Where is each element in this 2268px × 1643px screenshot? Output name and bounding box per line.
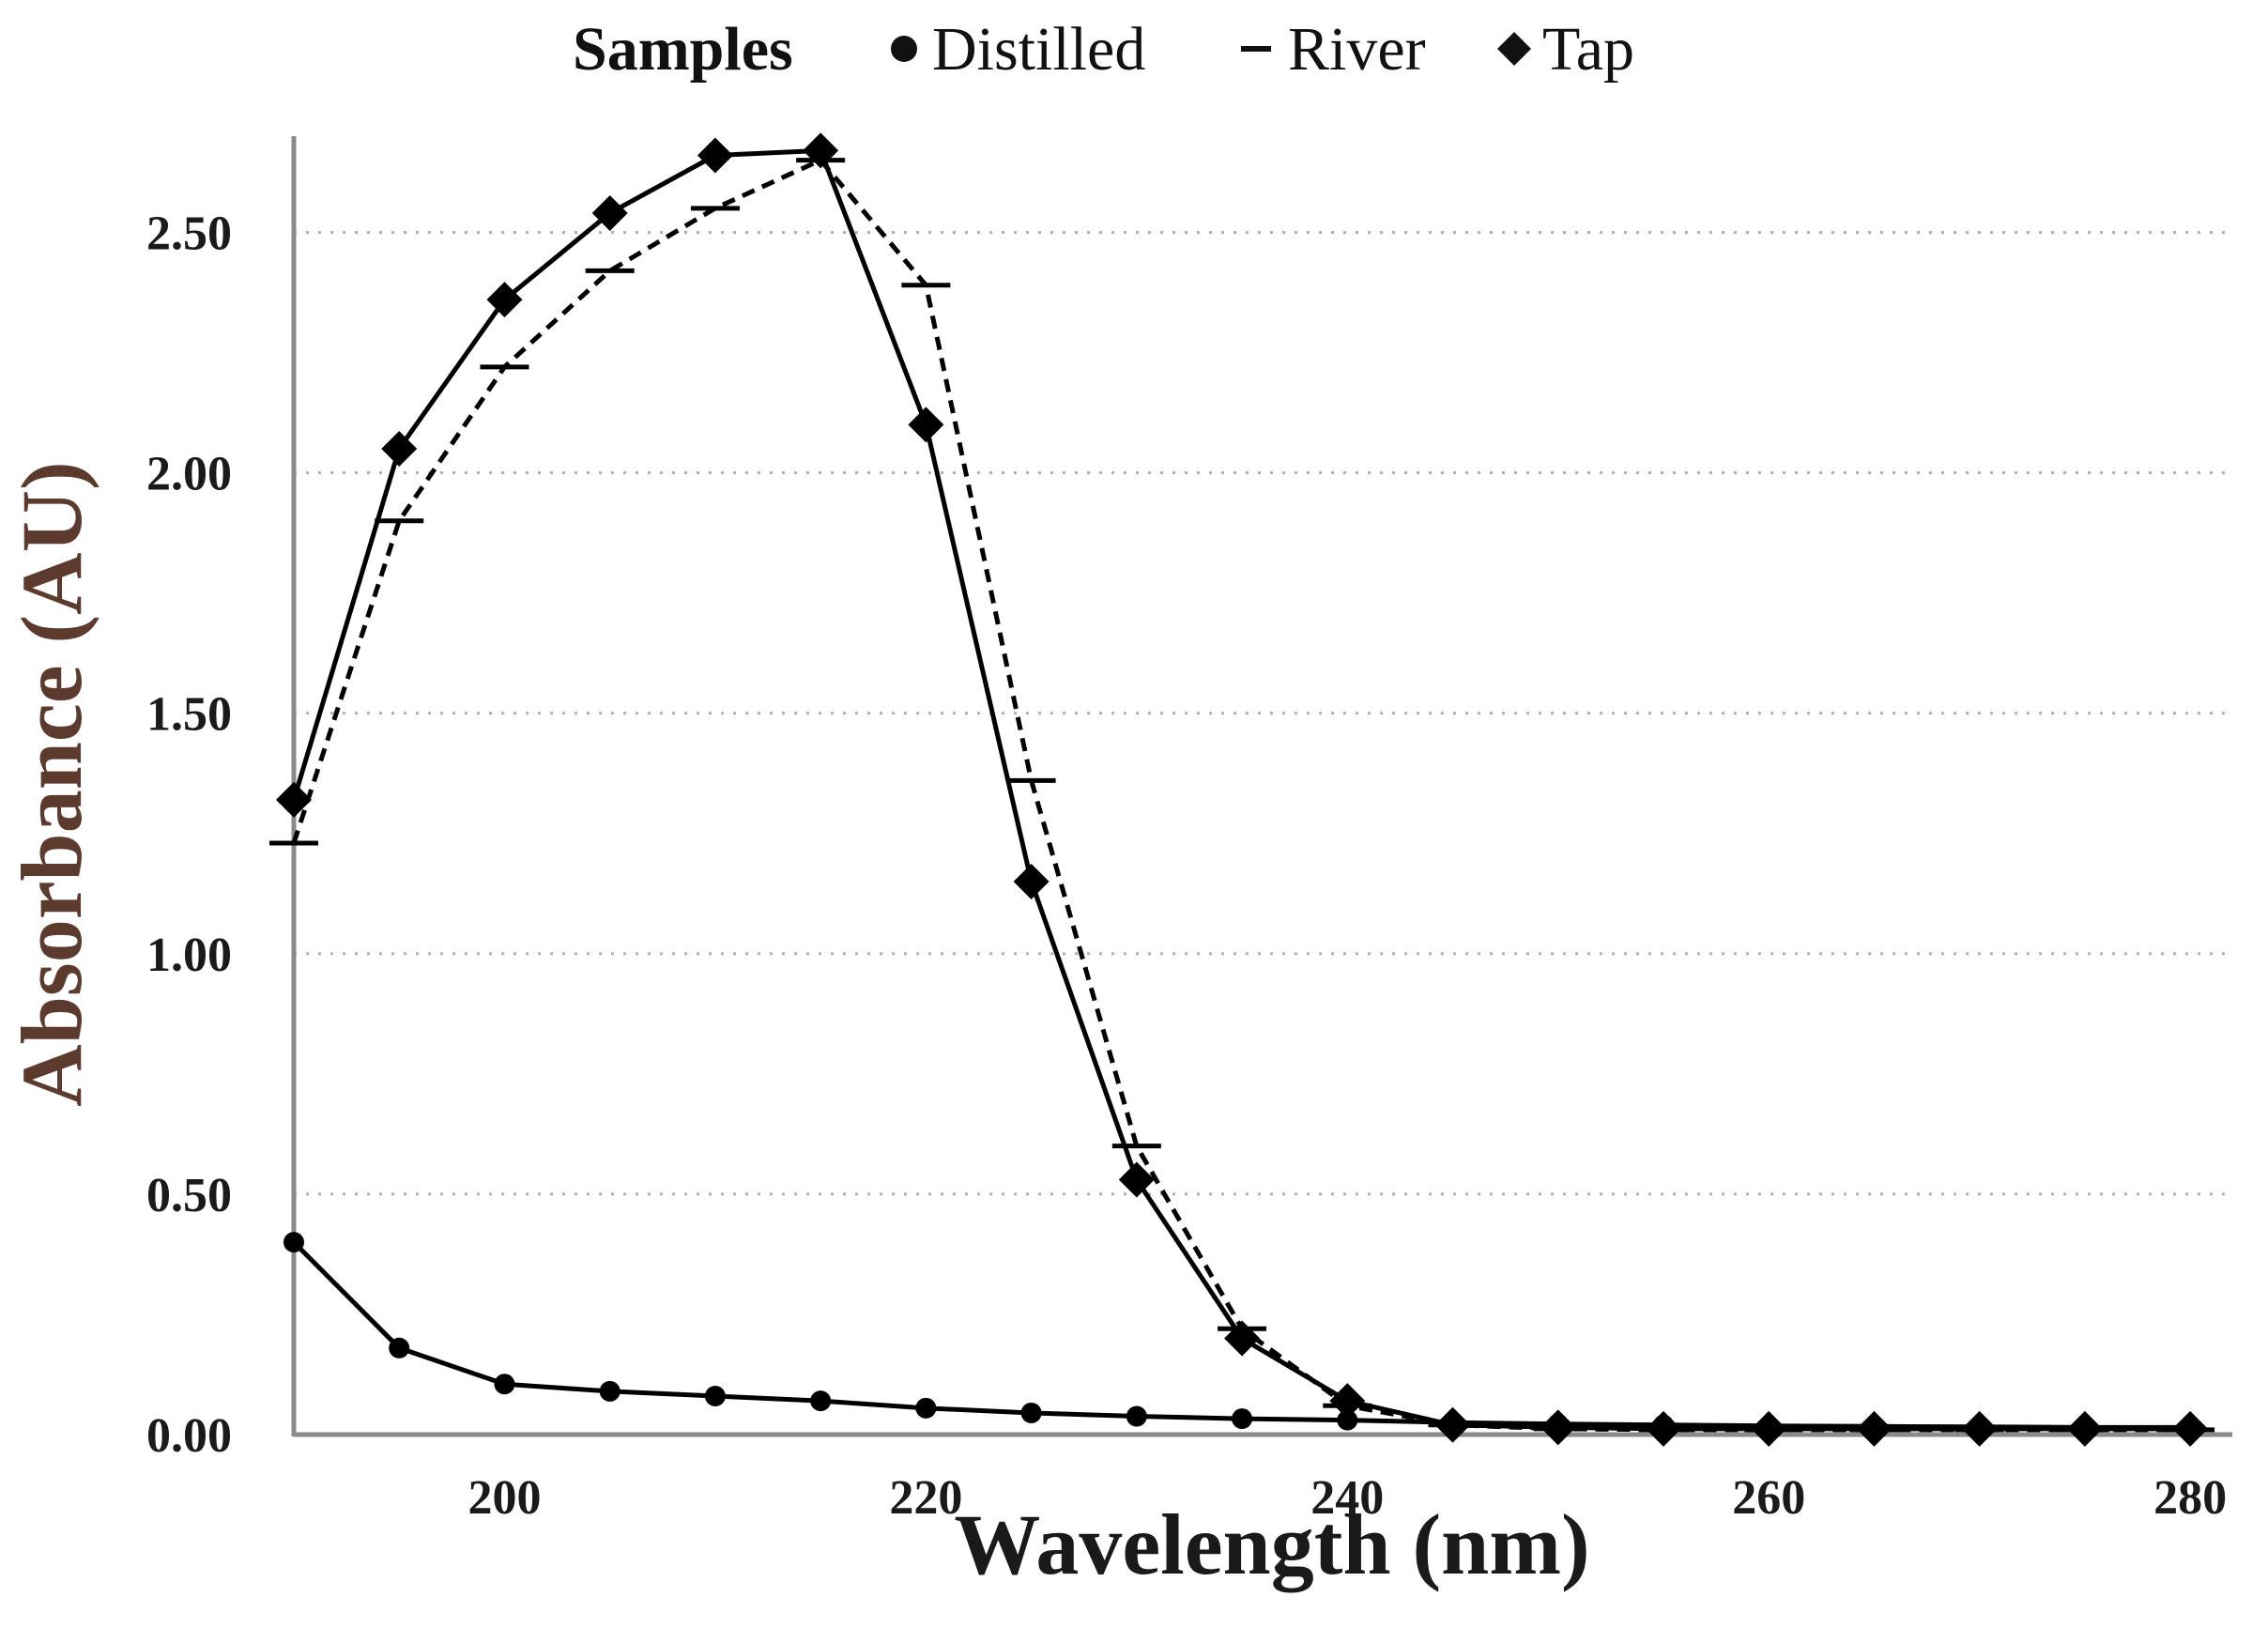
data-point-tap [1961, 1410, 1998, 1447]
y-tick-label: 1.00 [146, 929, 232, 982]
data-point-distilled [284, 1232, 304, 1253]
data-point-tap [1856, 1410, 1893, 1447]
data-point-tap [486, 282, 523, 318]
legend-label-distilled: Distilled [932, 15, 1145, 84]
series-tap [276, 132, 2209, 1447]
y-tick-label: 2.50 [146, 207, 232, 260]
data-point-tap [591, 194, 628, 231]
legend-marker-diamond [1497, 32, 1531, 66]
data-point-tap [697, 137, 733, 174]
legend-title: Samples [573, 15, 793, 84]
data-point-tap [2172, 1410, 2209, 1447]
data-point-tap [803, 132, 839, 169]
x-tick-label: 240 [1310, 1471, 1384, 1525]
legend-item-distilled: Distilled [891, 15, 1145, 84]
series-river [269, 158, 2215, 1433]
gridlines [294, 230, 2232, 1196]
x-tick-label: 260 [1732, 1471, 1805, 1525]
data-point-tap [1224, 1320, 1261, 1357]
legend-marker-circle [891, 36, 917, 62]
series-line-river [291, 158, 2191, 1433]
legend-label-river: River [1288, 15, 1426, 84]
data-point-tap [1540, 1409, 1576, 1446]
legend-label-tap: Tap [1542, 15, 1634, 84]
data-point-tap [1751, 1410, 1787, 1447]
data-point-distilled [915, 1397, 937, 1419]
y-tick-label: 2.00 [146, 448, 232, 501]
data-point-tap [2066, 1410, 2103, 1447]
legend-item-tap: Tap [1497, 15, 1634, 84]
data-point-distilled [599, 1380, 621, 1402]
data-point-distilled [1020, 1402, 1042, 1423]
y-tick-label: 0.00 [146, 1409, 232, 1463]
data-point-distilled [1126, 1405, 1147, 1427]
x-axis-title: Wavelength (nm) [954, 1497, 1589, 1592]
data-point-tap [908, 407, 944, 443]
data-point-distilled [494, 1374, 515, 1395]
data-point-tap [1434, 1406, 1471, 1443]
legend: Samples Distilled River Tap [573, 15, 1634, 84]
data-point-tap [381, 430, 418, 467]
data-point-tap [1118, 1161, 1155, 1198]
x-ticks: 200 220 240 260 280 [467, 1471, 2227, 1525]
y-ticks: 0.00 0.50 1.00 1.50 2.00 2.50 [146, 207, 232, 1463]
data-point-distilled [1337, 1409, 1358, 1431]
data-point-tap [276, 781, 312, 818]
data-point-tap [1645, 1410, 1681, 1447]
data-point-distilled [704, 1386, 726, 1407]
y-tick-label: 0.50 [146, 1169, 232, 1222]
data-point-distilled [810, 1390, 832, 1412]
legend-item-river: River [1241, 15, 1426, 84]
data-point-distilled [389, 1337, 410, 1359]
y-tick-label: 1.50 [146, 688, 232, 742]
axes [291, 136, 2232, 1437]
series-line-tap [291, 147, 2191, 1432]
x-tick-label: 200 [467, 1471, 541, 1525]
data-point-distilled [1232, 1408, 1253, 1430]
data-point-tap [1013, 863, 1050, 899]
series [269, 132, 2215, 1447]
x-tick-label: 280 [2153, 1471, 2227, 1525]
y-axis-title: Absorbance (AU) [4, 461, 100, 1106]
x-tick-label: 220 [889, 1471, 962, 1525]
data-point-tap [1329, 1383, 1366, 1420]
